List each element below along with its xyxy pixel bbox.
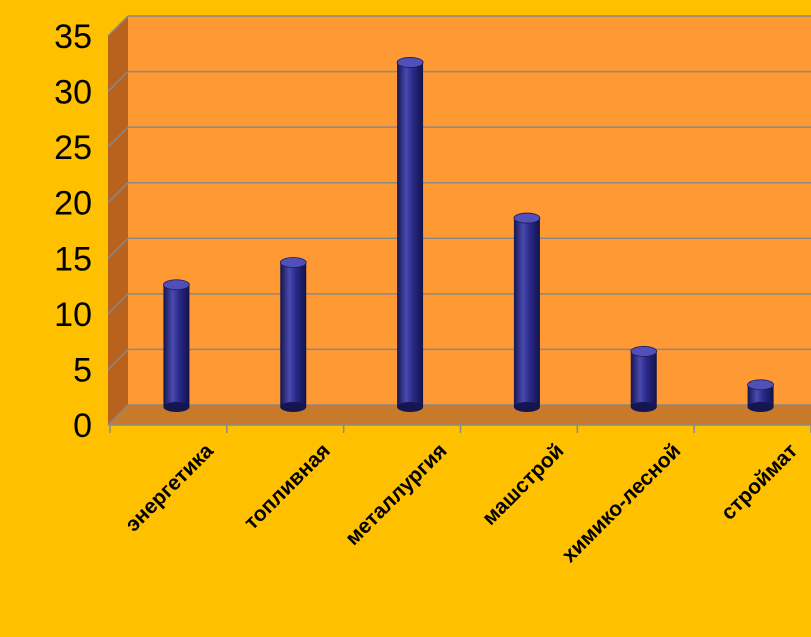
floor (108, 405, 811, 425)
bar-энергетика (163, 279, 190, 412)
bar-top (396, 57, 424, 68)
gridline-side-20 (107, 182, 129, 204)
gridlines (107, 15, 811, 426)
y-tick-label-10: 10 (54, 296, 92, 334)
x-category-label-0: энергетика (121, 439, 218, 536)
gridline-side-5 (107, 348, 129, 370)
bar-top (163, 279, 190, 291)
back-wall (128, 16, 811, 405)
bar-top (747, 379, 774, 391)
y-tick-label-15: 15 (54, 240, 92, 278)
x-category-label-4: химико-лесной (558, 439, 686, 567)
y-tick-label-35: 35 (54, 18, 92, 56)
x-category-label-3: машстрой (478, 439, 568, 529)
bar-series (163, 57, 774, 412)
bar-bottom (747, 402, 774, 412)
bar-body (397, 62, 424, 407)
y-axis-tick-labels: 0 5 10 15 20 25 30 35 (54, 18, 92, 445)
y-tick-label-0: 0 (73, 407, 92, 445)
x-axis-category-labels: энергетика топливная металлургия машстройхи… (121, 439, 802, 567)
axes (108, 424, 811, 433)
bar-bottom (397, 402, 424, 412)
bar-топливная (279, 257, 307, 412)
bar-top (630, 346, 658, 357)
bar-металлургия (396, 57, 424, 412)
bar-body (513, 218, 540, 407)
y-tick-label-5: 5 (73, 351, 92, 389)
bar-bottom (163, 402, 190, 412)
gridline-side-30 (107, 71, 129, 93)
gridline-side-25 (107, 126, 129, 148)
bar-bottom (630, 402, 657, 412)
gridline-side-15 (107, 237, 129, 259)
bar-bottom (513, 402, 540, 412)
bar-химико-лесной (630, 346, 658, 412)
bar-body (280, 262, 307, 407)
bar-body (630, 351, 657, 407)
x-category-label-1: топливная (240, 439, 335, 534)
bar-top (513, 212, 541, 224)
y-tick-label-20: 20 (54, 185, 92, 223)
bar-bottom (280, 402, 307, 412)
gridline-side-10 (107, 293, 129, 315)
bar-машстрой (513, 212, 541, 412)
side-wall (108, 16, 128, 425)
bar-top (279, 257, 307, 268)
gridline-side-35 (107, 15, 129, 37)
y-tick-label-25: 25 (54, 129, 92, 167)
bar-body (163, 284, 190, 407)
gridline-side-0 (107, 404, 129, 426)
x-category-label-5: строймат (717, 439, 802, 524)
x-category-label-2: металлургия (341, 439, 452, 550)
bar-строймат (747, 379, 774, 412)
plot-area (108, 16, 811, 425)
bar-body (747, 384, 774, 407)
y-tick-label-30: 30 (54, 74, 92, 112)
